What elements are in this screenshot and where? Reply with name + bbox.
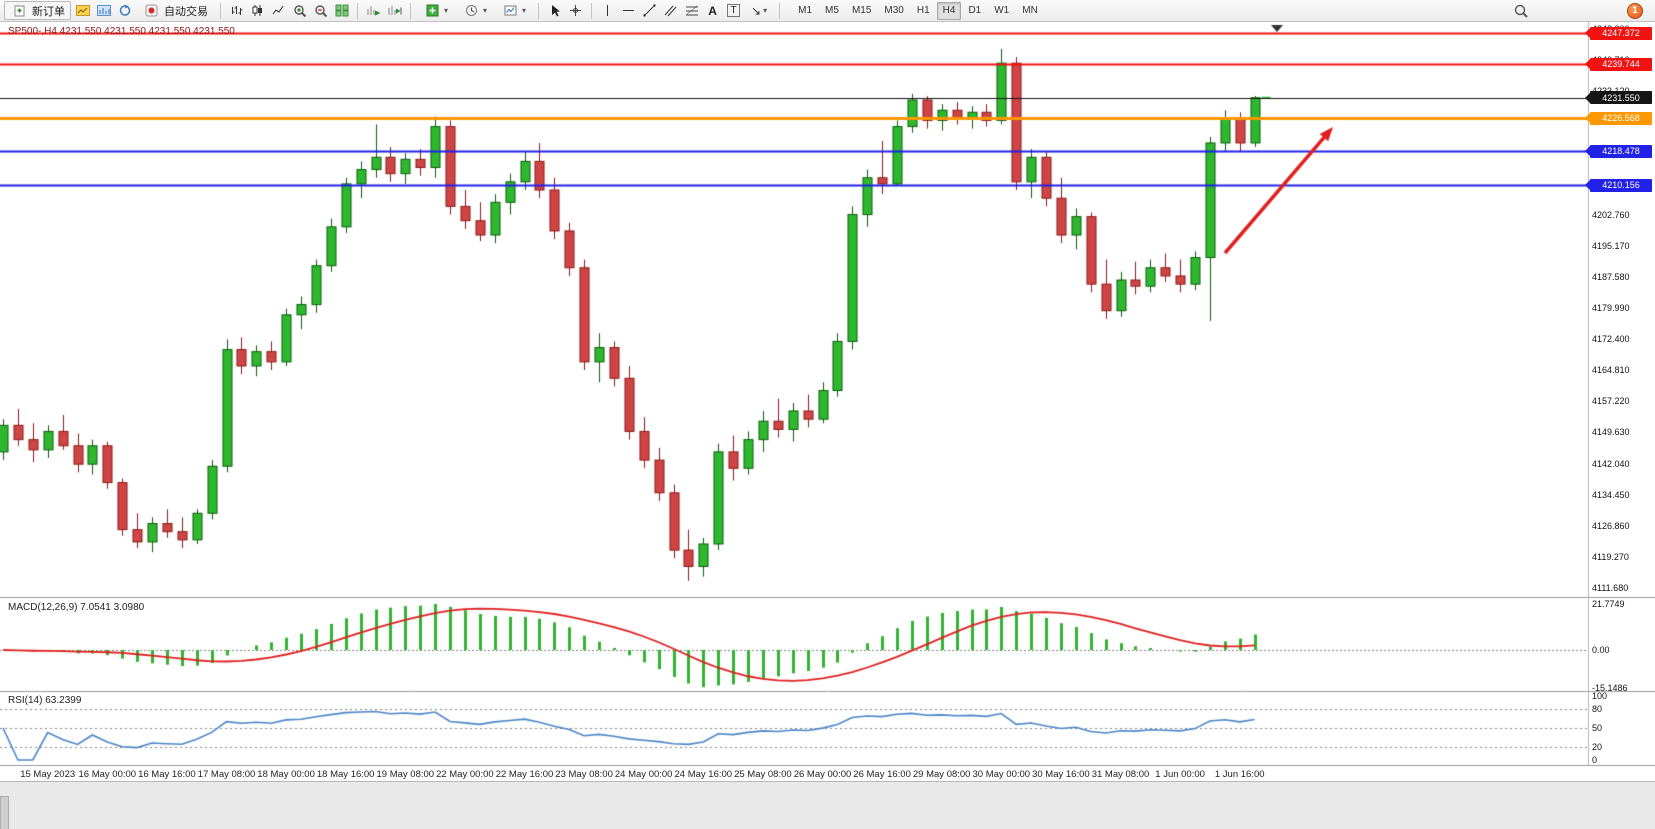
timeframe-button-m5[interactable]: M5: [825, 5, 839, 16]
timeframe-button-mn[interactable]: MN: [1022, 5, 1038, 16]
text-tool-button[interactable]: A: [703, 2, 722, 20]
toolbar-separator: [410, 2, 411, 19]
clock-icon: [462, 2, 481, 20]
indicators-button[interactable]: ▾: [417, 1, 454, 20]
arrow-shape-icon: ↘: [751, 3, 762, 18]
zoom-out-icon[interactable]: [311, 2, 330, 20]
toolbar-separator: [779, 2, 781, 19]
crosshair-icon[interactable]: [566, 2, 585, 20]
timeframe-button-m30[interactable]: M30: [884, 5, 904, 16]
periods-button[interactable]: ▾: [456, 1, 493, 20]
chart-shift-icon[interactable]: [385, 2, 404, 20]
chart-properties-icon: [501, 2, 520, 20]
bars-chart-icon[interactable]: [227, 2, 246, 20]
auto-trading-button[interactable]: 自动交易: [136, 1, 214, 20]
candles-chart-icon[interactable]: [248, 2, 267, 20]
shapes-button[interactable]: ↘ ▾: [745, 1, 773, 20]
text-tool-label: A: [708, 3, 717, 18]
timeframe-button-h1[interactable]: H1: [916, 5, 930, 16]
market-watch-icon[interactable]: [94, 2, 113, 20]
auto-trading-label: 自动交易: [164, 5, 208, 18]
dropdown-caret-icon: ▾: [444, 6, 449, 15]
bottom-scroll-area: [0, 781, 1655, 829]
tile-windows-icon[interactable]: [332, 2, 351, 20]
refresh-icon[interactable]: [115, 2, 134, 20]
main-toolbar: 新订单 自动交易: [0, 0, 1655, 22]
new-order-label: 新订单: [32, 5, 65, 18]
timeframe-button-w1[interactable]: W1: [994, 5, 1010, 16]
chart-workspace: SP500-,H4 4231.550 4231.550 4231.550 423…: [0, 22, 1655, 781]
new-order-button[interactable]: 新订单: [4, 1, 71, 20]
label-tool-button[interactable]: T: [724, 2, 743, 20]
zoom-in-icon[interactable]: [290, 2, 309, 20]
timeframe-button-m1[interactable]: M1: [798, 5, 813, 16]
timeframe-button-h4[interactable]: H4: [936, 1, 962, 20]
toolbar-separator: [220, 2, 221, 19]
line-chart-icon[interactable]: [269, 2, 288, 20]
dropdown-caret-icon: ▾: [763, 6, 768, 15]
dropdown-caret-icon: ▾: [483, 6, 488, 15]
chart-properties-button[interactable]: ▾: [495, 1, 532, 20]
auto-trading-icon: [142, 2, 161, 20]
timeframe-button-m15[interactable]: M15: [851, 5, 872, 16]
vertical-line-icon[interactable]: [598, 2, 617, 20]
dropdown-caret-icon: ▾: [522, 6, 527, 15]
auto-scroll-icon[interactable]: [364, 2, 383, 20]
add-indicator-icon: [423, 2, 442, 20]
cursor-icon[interactable]: [545, 2, 564, 20]
horizontal-line-icon[interactable]: [619, 2, 638, 20]
search-icon[interactable]: [1511, 2, 1530, 20]
toolbar-separator: [357, 2, 358, 19]
price-chart-canvas[interactable]: [0, 22, 1655, 781]
toolbar-separator: [591, 2, 593, 19]
equidistant-channel-icon[interactable]: [661, 2, 680, 20]
horizontal-scrollbar-thumb[interactable]: [0, 796, 9, 829]
new-order-icon: [10, 2, 29, 20]
fibonacci-icon[interactable]: [682, 2, 701, 20]
toolbar-separator: [538, 2, 540, 19]
label-tool-label: T: [727, 4, 740, 17]
new-chart-icon[interactable]: [73, 2, 92, 20]
trendline-icon[interactable]: [640, 2, 659, 20]
timeframe-group: M1 M5 M15 M30 H1 H4 D1 W1 MN: [792, 1, 1044, 20]
notification-badge[interactable]: 1: [1627, 2, 1643, 19]
timeframe-button-d1[interactable]: D1: [968, 5, 982, 16]
